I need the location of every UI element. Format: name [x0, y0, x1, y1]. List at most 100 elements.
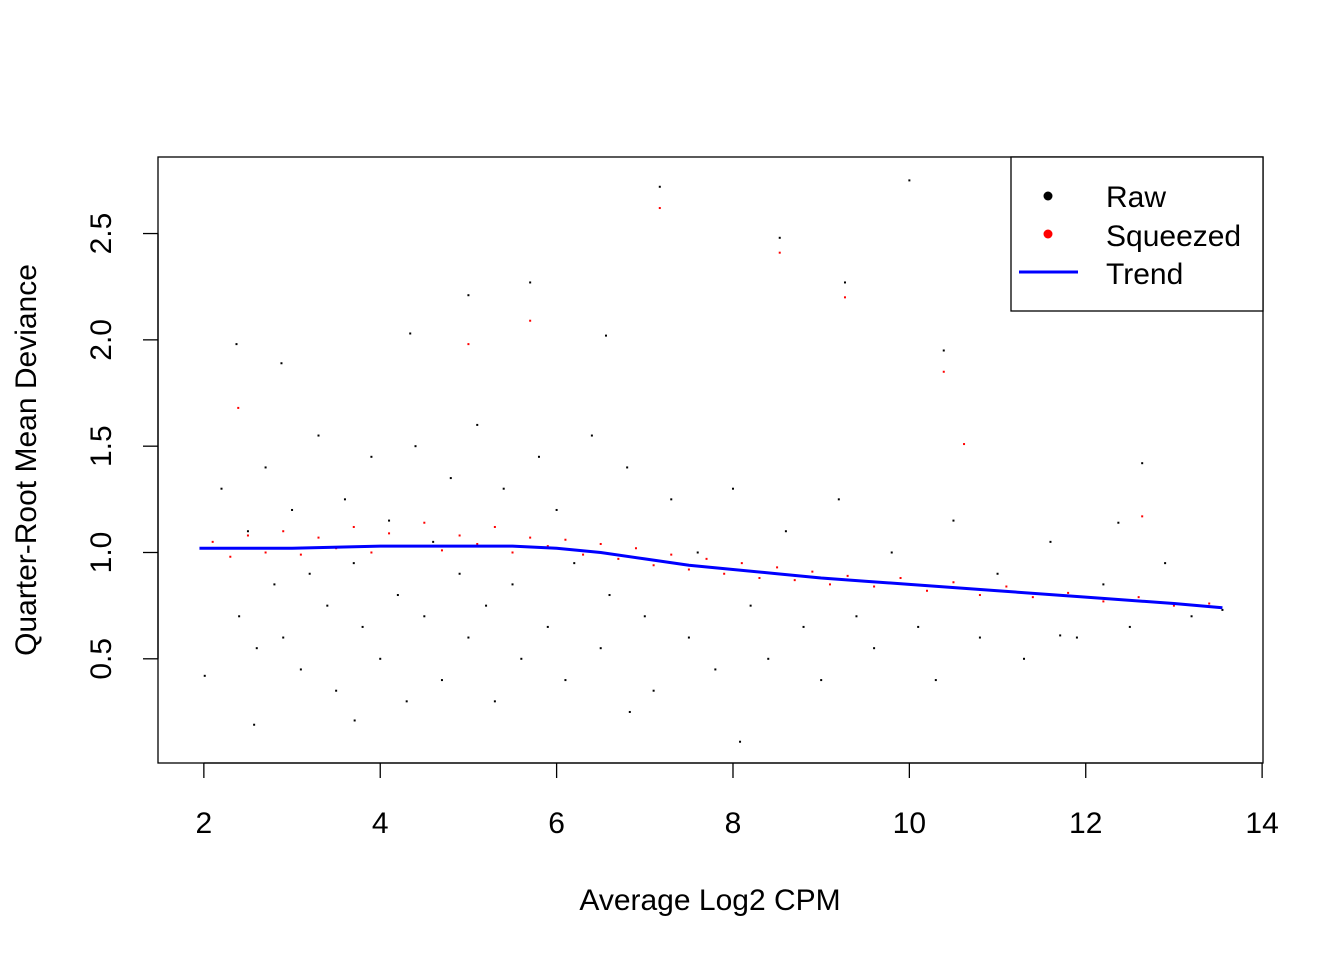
squeezed-point: [778, 251, 781, 254]
squeezed-point: [793, 579, 796, 582]
x-tick-label: 12: [1069, 807, 1102, 840]
squeezed-point: [758, 577, 761, 580]
legend-trend-label: Trend: [1106, 258, 1183, 291]
raw-point: [203, 674, 206, 677]
y-axis: 0.5 1.0 1.5 2.0 2.5: [85, 213, 159, 680]
raw-point: [537, 455, 540, 458]
raw-point: [942, 349, 945, 352]
legend-squeezed-label: Squeezed: [1106, 220, 1241, 253]
raw-point: [432, 540, 435, 543]
raw-point: [405, 700, 408, 703]
raw-point: [696, 551, 699, 554]
squeezed-point: [658, 207, 661, 210]
squeezed-point: [978, 594, 981, 597]
trend-line: [199, 544, 1223, 610]
legend-box: [1010, 156, 1264, 312]
y-axis-label: Quarter-Root Mean Deviance: [10, 264, 43, 656]
raw-point: [353, 719, 356, 722]
raw-point: [802, 625, 805, 628]
trend-layer: [199, 544, 1223, 610]
raw-point: [1141, 462, 1144, 465]
raw-point: [476, 423, 479, 426]
raw-point: [658, 185, 661, 188]
raw-point: [511, 583, 514, 586]
raw-point: [326, 604, 329, 607]
raw-point: [604, 334, 607, 337]
raw-point: [1059, 634, 1062, 637]
raw-point: [739, 740, 742, 743]
raw-point: [590, 434, 593, 437]
raw-point: [714, 668, 717, 671]
raw-point: [731, 487, 734, 490]
squeezed-point: [652, 564, 655, 567]
raw-point: [687, 636, 690, 639]
raw-point: [388, 519, 391, 522]
x-axis-label: Average Log2 CPM: [579, 884, 840, 917]
squeezed-point: [246, 534, 249, 537]
raw-point: [235, 343, 238, 346]
raw-point: [282, 636, 285, 639]
squeezed-point: [1172, 604, 1175, 607]
squeezed-point: [705, 557, 708, 560]
x-tick-label: 10: [893, 807, 926, 840]
squeezed-point: [952, 581, 955, 584]
squeezed-point: [843, 296, 846, 299]
raw-point: [414, 445, 417, 448]
squeezed-point: [1005, 585, 1008, 588]
raw-point: [273, 583, 276, 586]
squeezed-point: [846, 574, 849, 577]
raw-point: [978, 636, 981, 639]
raw-point: [908, 179, 911, 182]
raw-point: [1221, 608, 1224, 611]
raw-point: [255, 647, 258, 650]
raw-point: [467, 294, 470, 297]
squeezed-point: [458, 534, 461, 537]
raw-point: [599, 647, 602, 650]
squeezed-point: [467, 343, 470, 346]
legend-squeezed-marker: [1043, 229, 1053, 239]
x-tick-label: 8: [725, 807, 742, 840]
raw-point: [352, 562, 355, 565]
squeezed-point: [687, 568, 690, 571]
raw-point: [837, 498, 840, 501]
legend-raw-label: Raw: [1106, 181, 1166, 214]
raw-point: [1075, 636, 1078, 639]
squeezed-point: [440, 549, 443, 552]
squeezed-point: [388, 532, 391, 535]
squeezed-point: [229, 555, 232, 558]
raw-point: [643, 615, 646, 618]
raw-point: [855, 615, 858, 618]
raw-point: [1164, 562, 1167, 565]
squeezed-point: [211, 540, 214, 543]
raw-point: [1102, 583, 1105, 586]
raw-point: [873, 647, 876, 650]
raw-point: [502, 487, 505, 490]
raw-point: [952, 519, 955, 522]
raw-point: [361, 625, 364, 628]
x-tick-label: 2: [196, 807, 213, 840]
squeezed-point: [617, 557, 620, 560]
raw-point: [458, 572, 461, 575]
squeezed-point: [264, 551, 267, 554]
legend: Raw Squeezed Trend: [1010, 156, 1264, 312]
squeezed-point: [942, 370, 945, 373]
raw-point: [280, 362, 283, 365]
raw-point: [291, 508, 294, 511]
raw-point: [485, 604, 488, 607]
raw-point: [564, 679, 567, 682]
raw-point: [626, 466, 629, 469]
squeezed-point: [926, 589, 929, 592]
squeezed-point: [582, 553, 585, 556]
raw-point: [370, 455, 373, 458]
squeezed-point: [599, 542, 602, 545]
raw-point: [608, 594, 611, 597]
raw-point: [335, 689, 338, 692]
y-tick-label: 0.5: [85, 638, 118, 680]
squeezed-point: [723, 572, 726, 575]
raw-point: [529, 281, 532, 284]
squeezed-point: [828, 583, 831, 586]
squeezed-point: [740, 562, 743, 565]
raw-point: [317, 434, 320, 437]
squeezed-point: [299, 553, 302, 556]
x-axis: 2 4 6 8 10 12 14: [196, 762, 1279, 840]
